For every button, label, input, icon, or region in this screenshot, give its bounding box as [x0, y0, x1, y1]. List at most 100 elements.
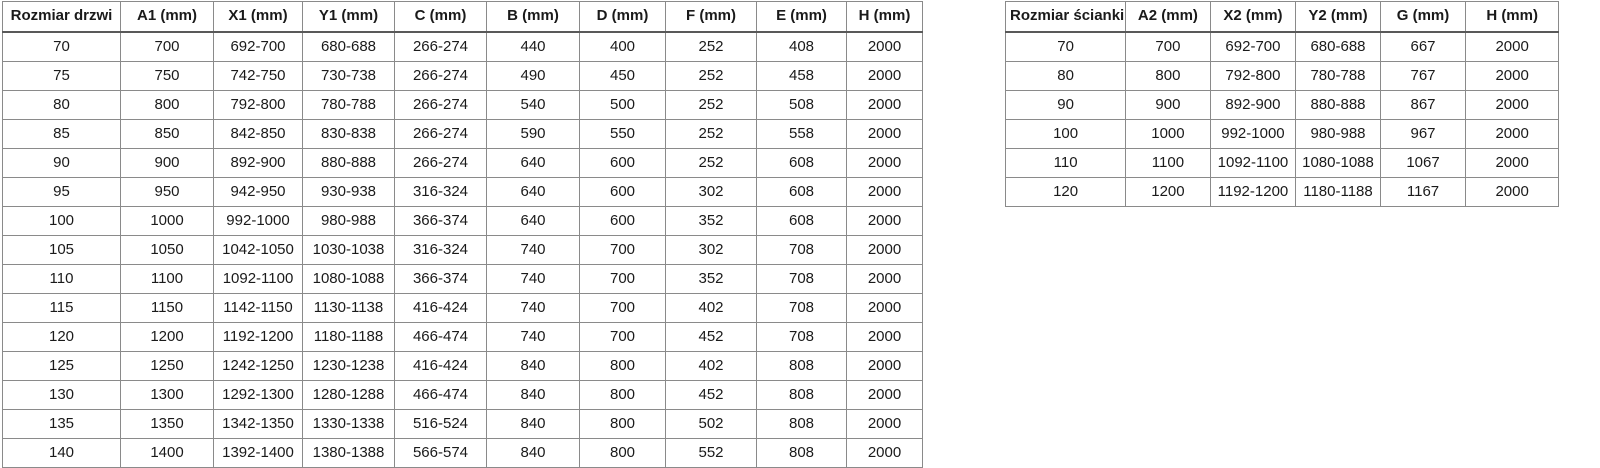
table-cell: 2000 [846, 148, 923, 178]
table-cell: 416-424 [394, 293, 487, 323]
table-cell: 416-424 [394, 351, 487, 381]
table-row: 90 900 892-900 880-888 867 2000 [1004, 90, 1559, 120]
table-cell: 608 [756, 148, 847, 178]
table-cell: 867 [1379, 90, 1467, 120]
table-cell: 1242-1250 [213, 351, 303, 381]
table-cell: 1200 [120, 322, 214, 352]
row-size-label: 120 [2, 322, 121, 352]
table-cell: 2000 [846, 31, 923, 62]
table-cell: 800 [579, 380, 666, 410]
table-cell: 266-274 [394, 148, 487, 178]
table-cell: 366-374 [394, 264, 487, 294]
table-cell: 266-274 [394, 61, 487, 91]
table-row: 135 1350 1342-1350 1330-1338 516-524 840 800 50… [2, 409, 923, 439]
column-header: Rozmiar drzwi [2, 1, 121, 33]
table-cell: 742-750 [213, 61, 303, 91]
column-header: C (mm) [394, 1, 487, 33]
table-cell: 1050 [120, 235, 214, 265]
table-cell: 692-700 [213, 31, 303, 62]
table-cell: 808 [756, 409, 847, 439]
table-cell: 600 [579, 206, 666, 236]
row-size-label: 140 [2, 438, 121, 468]
table-cell: 266-274 [394, 90, 487, 120]
row-size-label: 120 [1004, 177, 1127, 207]
table-row: 115 1150 1142-1150 1130-1138 416-424 740 700 40… [2, 293, 923, 323]
table-cell: 2000 [846, 322, 923, 352]
column-header: Rozmiar ścianki [1004, 1, 1127, 33]
table-row: 80 800 792-800 780-788 767 2000 [1004, 61, 1559, 91]
table-cell: 1142-1150 [213, 293, 303, 323]
table-cell: 516-524 [394, 409, 487, 439]
table-cell: 608 [756, 177, 847, 207]
row-size-label: 90 [1004, 90, 1127, 120]
table-cell: 892-900 [1209, 90, 1297, 120]
row-size-label: 110 [2, 264, 121, 294]
table-cell: 252 [665, 148, 757, 178]
table-row: 80 800 792-800 780-788 266-274 540 500 252 508 20… [2, 90, 923, 120]
table-cell: 1180-1188 [302, 322, 395, 352]
table-cell: 2000 [1465, 31, 1559, 62]
table-cell: 566-574 [394, 438, 487, 468]
table-cell: 466-474 [394, 322, 487, 352]
column-header: A2 (mm) [1125, 1, 1211, 33]
table-cell: 2000 [1465, 148, 1559, 178]
table-cell: 700 [579, 293, 666, 323]
table-cell: 502 [665, 409, 757, 439]
row-size-label: 75 [2, 61, 121, 91]
table-cell: 640 [486, 177, 580, 207]
table-cell: 842-850 [213, 119, 303, 149]
column-header: G (mm) [1379, 1, 1467, 33]
wall-size-table-header: Rozmiar ścianki A2 (mm) X2 (mm) Y2 (mm) G (m… [1004, 1, 1559, 33]
table-cell: 680-688 [1295, 31, 1381, 62]
table-cell: 980-988 [302, 206, 395, 236]
table-cell: 808 [756, 380, 847, 410]
table-cell: 1330-1338 [302, 409, 395, 439]
table-cell: 366-374 [394, 206, 487, 236]
table-cell: 2000 [846, 264, 923, 294]
table-row: 70 700 692-700 680-688 667 2000 [1004, 31, 1559, 62]
table-cell: 252 [665, 90, 757, 120]
table-cell: 1000 [120, 206, 214, 236]
door-size-table-header: Rozmiar drzwi A1 (mm) X1 (mm) Y1 (mm) C (mm)… [2, 1, 923, 33]
table-row: 75 750 742-750 730-738 266-274 490 450 252 458 20… [2, 61, 923, 91]
table-cell: 1380-1388 [302, 438, 395, 468]
table-cell: 700 [1125, 31, 1211, 62]
door-size-table-container: Rozmiar drzwi A1 (mm) X1 (mm) Y1 (mm) C (mm)… [2, 1, 923, 468]
table-cell: 1350 [120, 409, 214, 439]
table-cell: 252 [665, 61, 757, 91]
column-header: E (mm) [756, 1, 847, 33]
table-cell: 2000 [1465, 177, 1559, 207]
table-cell: 700 [120, 31, 214, 62]
table-cell: 2000 [846, 351, 923, 381]
table-cell: 1080-1088 [302, 264, 395, 294]
table-cell: 500 [579, 90, 666, 120]
table-cell: 850 [120, 119, 214, 149]
table-cell: 2000 [846, 90, 923, 120]
table-cell: 667 [1379, 31, 1467, 62]
table-cell: 552 [665, 438, 757, 468]
table-cell: 2000 [846, 61, 923, 91]
column-header: H (mm) [1465, 1, 1559, 33]
table-cell: 800 [1125, 61, 1211, 91]
door-size-table: Rozmiar drzwi A1 (mm) X1 (mm) Y1 (mm) C (mm)… [2, 1, 923, 468]
table-cell: 800 [579, 438, 666, 468]
table-cell: 600 [579, 148, 666, 178]
row-size-label: 100 [2, 206, 121, 236]
column-header: H (mm) [846, 1, 923, 33]
table-cell: 402 [665, 293, 757, 323]
table-cell: 708 [756, 293, 847, 323]
table-cell: 900 [1125, 90, 1211, 120]
table-cell: 2000 [846, 177, 923, 207]
table-cell: 950 [120, 177, 214, 207]
table-cell: 2000 [846, 206, 923, 236]
table-cell: 1192-1200 [213, 322, 303, 352]
table-cell: 700 [579, 322, 666, 352]
table-cell: 967 [1379, 119, 1467, 149]
row-size-label: 70 [2, 31, 121, 62]
table-cell: 590 [486, 119, 580, 149]
table-row: 110 1100 1092-1100 1080-1088 366-374 740 700 35… [2, 264, 923, 294]
table-cell: 1080-1088 [1295, 148, 1381, 178]
table-cell: 1280-1288 [302, 380, 395, 410]
table-cell: 316-324 [394, 177, 487, 207]
table-cell: 830-838 [302, 119, 395, 149]
